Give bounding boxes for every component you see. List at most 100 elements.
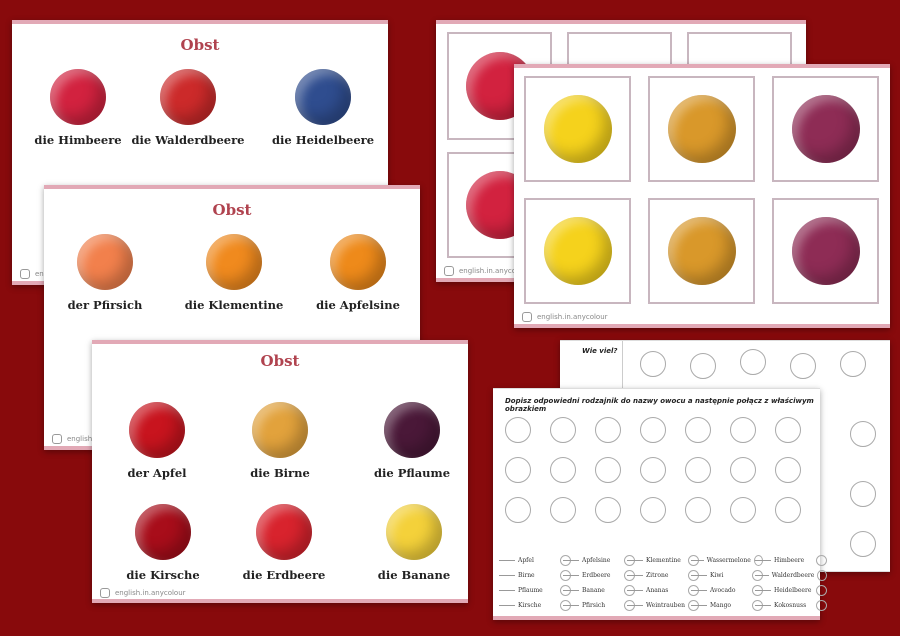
card-tile <box>772 198 879 304</box>
blank-line[interactable] <box>755 560 771 561</box>
blank-line[interactable] <box>755 605 771 606</box>
fruit-label: die Walderdbeere <box>131 133 245 147</box>
word-entry: Kirsche <box>499 600 571 611</box>
fruit-outline <box>550 497 576 523</box>
fruit-outline <box>640 497 666 523</box>
blank-line[interactable] <box>755 590 771 591</box>
blank-line[interactable] <box>691 560 704 561</box>
fruit-outline <box>775 417 801 443</box>
blank-line[interactable] <box>755 575 769 576</box>
blank-line[interactable] <box>627 575 643 576</box>
fruit-outline <box>730 457 756 483</box>
blank-line[interactable] <box>691 575 707 576</box>
match-circle[interactable] <box>816 555 827 566</box>
blank-line[interactable] <box>499 560 515 561</box>
fruit-item: die Himbeere <box>0 69 163 147</box>
match-circle[interactable] <box>816 600 827 611</box>
sheet-title: Obst <box>180 36 220 54</box>
word-entry: Banane <box>563 585 635 596</box>
fruit-item: die Apfelsine <box>273 234 443 312</box>
fruit-item: die Erdbeere <box>199 504 369 582</box>
lemon-image <box>543 217 612 285</box>
fruit-outline <box>505 417 531 443</box>
worksheet-instruction: Dopisz odpowiedni rodzajnik do nazwy owo… <box>505 397 814 413</box>
card-tile <box>772 76 879 182</box>
instagram-icon <box>444 266 454 276</box>
fruit-outline <box>850 421 876 447</box>
word-label: Apfel <box>518 557 534 564</box>
fruit-label: die Apfelsine <box>316 298 400 312</box>
word-label: Birne <box>518 572 535 579</box>
fruit-outline <box>690 353 716 379</box>
fruit-outline <box>550 457 576 483</box>
word-entry: Heidelbeere <box>755 585 827 596</box>
fruit-outline <box>505 457 531 483</box>
instagram-icon <box>52 434 62 444</box>
blank-line[interactable] <box>499 605 515 606</box>
fruit-image <box>77 234 133 290</box>
blank-line[interactable] <box>563 560 579 561</box>
word-entry: Pflaume <box>499 585 571 596</box>
sheet-title: Obst <box>212 201 252 219</box>
watermark: english.in.anycolour <box>522 312 608 322</box>
card-tile <box>648 76 755 182</box>
fruit-outline <box>505 497 531 523</box>
word-entry: Walderdbeere <box>755 570 827 581</box>
match-circle[interactable] <box>816 585 827 596</box>
word-label: Pfirsich <box>582 602 606 609</box>
word-label: Erdbeere <box>582 572 611 579</box>
card-tile <box>648 198 755 304</box>
instagram-icon <box>100 588 110 598</box>
word-entry: Zitrone <box>627 570 699 581</box>
blank-line[interactable] <box>563 605 579 606</box>
lemon-image <box>543 95 612 163</box>
fruit-image <box>330 234 386 290</box>
fruit-outline <box>595 417 621 443</box>
word-entry: Kiwi <box>691 570 763 581</box>
instagram-icon <box>522 312 532 322</box>
word-label: Pflaume <box>518 587 543 594</box>
fruit-label: die Himbeere <box>34 133 122 147</box>
fruit-item: die Klementine <box>149 234 319 312</box>
fruit-image <box>386 504 442 560</box>
fruit-label: die Kirsche <box>126 568 200 582</box>
counting-title: Wie viel? <box>582 347 618 355</box>
blank-line[interactable] <box>563 590 579 591</box>
fruit-item: die Heidelbeere <box>238 69 408 147</box>
fruit-item: die Kirsche <box>78 504 248 582</box>
word-label: Kirsche <box>518 602 542 609</box>
word-label: Banane <box>582 587 605 594</box>
fruit-image <box>50 69 106 125</box>
fruit-outline <box>685 457 711 483</box>
fruit-item: der Apfel <box>72 402 242 480</box>
fruit-outline <box>730 497 756 523</box>
blank-line[interactable] <box>499 590 515 591</box>
word-label: Himbeere <box>774 557 805 564</box>
word-label: Kiwi <box>710 572 724 579</box>
divider <box>622 341 623 391</box>
blank-line[interactable] <box>691 605 707 606</box>
fruit-item: die Walderdbeere <box>103 69 273 147</box>
fruit-outline <box>685 417 711 443</box>
flashcard-sheet-3: Obst english.in.anycolour der Apfel die B… <box>92 340 468 603</box>
fruit-image <box>295 69 351 125</box>
fruit-outline <box>640 417 666 443</box>
blank-line[interactable] <box>627 560 643 561</box>
fruit-image <box>256 504 312 560</box>
word-label: Weintrauben <box>646 602 685 609</box>
fruit-outline <box>775 457 801 483</box>
word-label: Kokosnuss <box>774 602 807 609</box>
word-label: Heidelbeere <box>774 587 812 594</box>
word-entry: Wassermelone <box>691 555 763 566</box>
fruit-item: die Birne <box>195 402 365 480</box>
fruit-image <box>206 234 262 290</box>
blank-line[interactable] <box>563 575 579 576</box>
blank-line[interactable] <box>691 590 707 591</box>
blank-line[interactable] <box>499 575 515 576</box>
blank-line[interactable] <box>627 605 643 606</box>
match-circle[interactable] <box>817 570 827 581</box>
fruit-image <box>384 402 440 458</box>
blank-line[interactable] <box>627 590 643 591</box>
word-entry: Klementine <box>627 555 699 566</box>
fruit-item: die Pflaume <box>327 402 497 480</box>
